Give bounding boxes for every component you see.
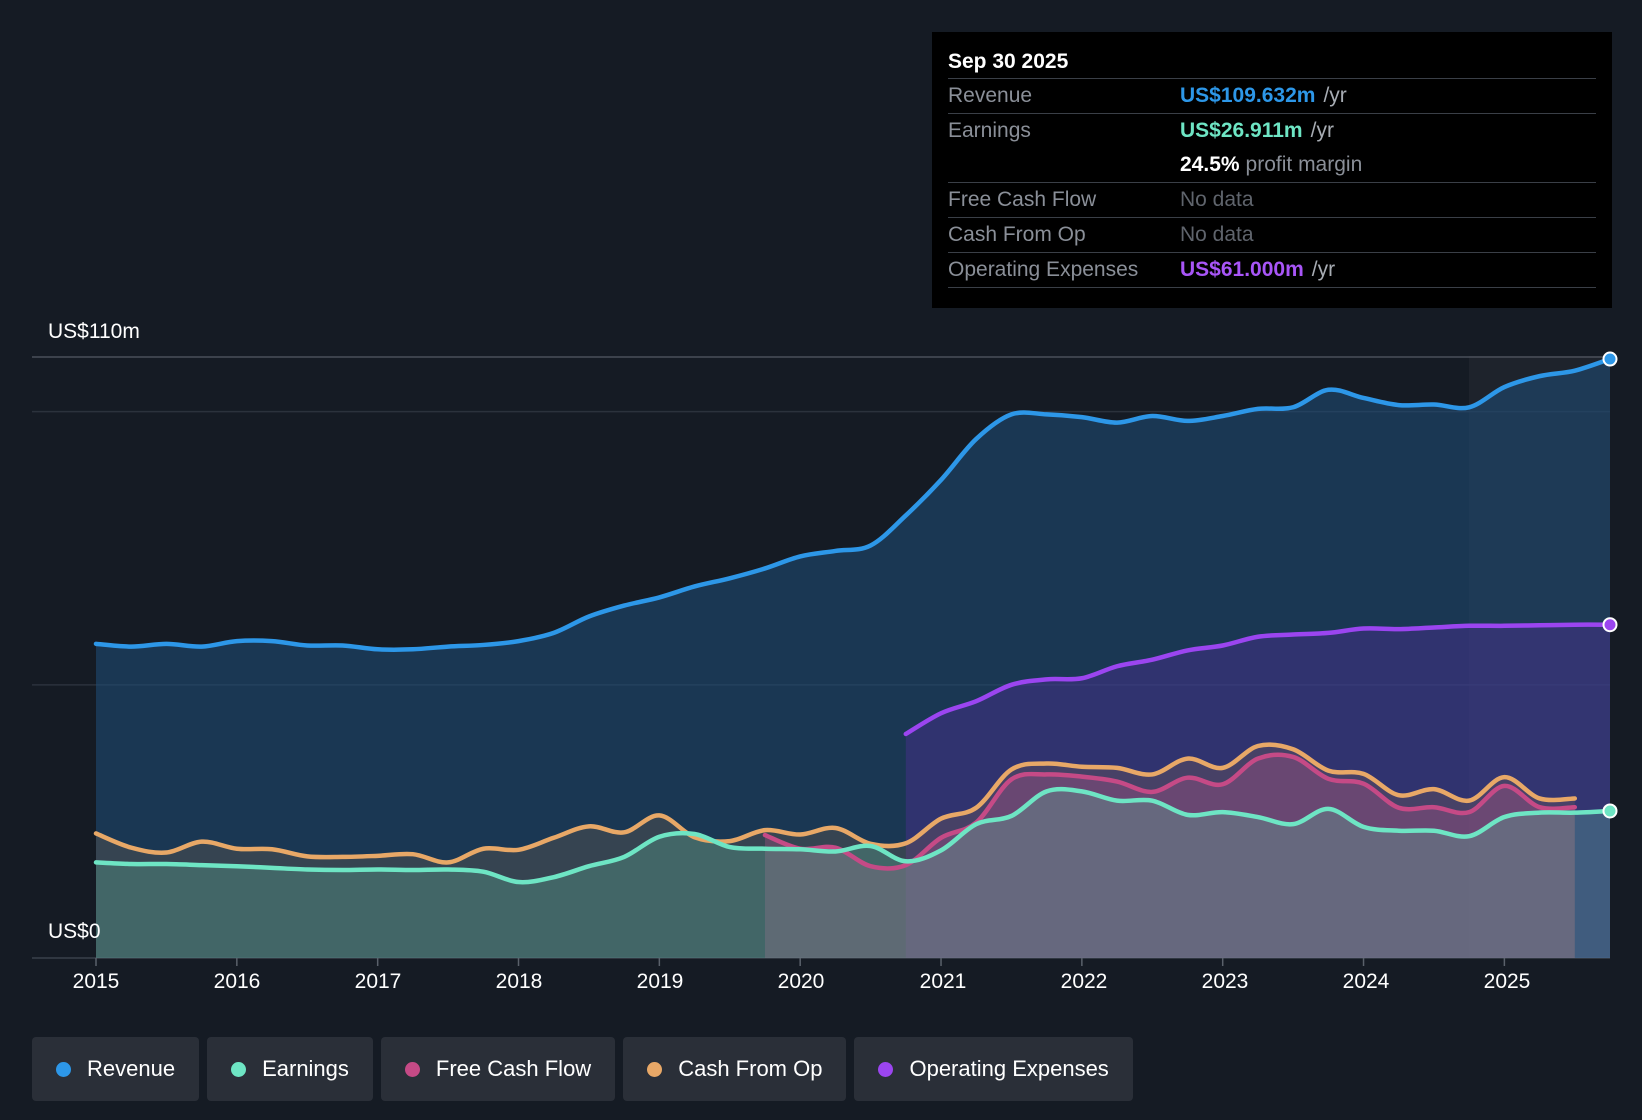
tooltip-fcf-label: Free Cash Flow xyxy=(948,188,1097,211)
tooltip-margin-value: 24.5% xyxy=(1180,153,1240,176)
tooltip-revenue-label: Revenue xyxy=(948,84,1033,107)
tooltip-earnings-label: Earnings xyxy=(948,119,1031,142)
free-cash-flow-area xyxy=(764,754,1575,958)
tooltip-revenue-row: Revenue US$109.632m /yr xyxy=(948,78,1596,113)
tooltip-margin-row: 24.5% profit margin xyxy=(948,148,1596,182)
x-tick-2018: 2018 xyxy=(495,970,543,993)
earnings-area xyxy=(96,789,1610,958)
tooltip-date: Sep 30 2025 xyxy=(948,50,1069,73)
x-tick-2022: 2022 xyxy=(1060,970,1108,993)
legend-cfo-dot-icon xyxy=(647,1061,663,1077)
y-axis-min-label: US$0 xyxy=(48,920,101,943)
revenue-end-marker[interactable] xyxy=(1602,351,1618,367)
tooltip-opex-unit: /yr xyxy=(1311,258,1336,281)
legend-opex-label: Operating Expenses xyxy=(909,1056,1109,1081)
revenue-line xyxy=(93,356,1613,652)
tooltip-cfo-value: No data xyxy=(1180,223,1254,246)
x-tick-2019: 2019 xyxy=(636,970,684,993)
tooltip-opex-row: Operating Expenses US$61.000m /yr xyxy=(948,252,1596,288)
legend-cfo-label: Cash From Op xyxy=(678,1056,823,1081)
series-end-markers xyxy=(1602,351,1618,819)
x-tick-2020: 2020 xyxy=(777,970,825,993)
legend-opex-button[interactable]: Operating Expenses xyxy=(854,1037,1133,1101)
tooltip-margin-label: profit margin xyxy=(1245,153,1363,176)
legend-cfo-button[interactable]: Cash From Op xyxy=(623,1037,847,1101)
series-areas xyxy=(96,359,1610,958)
tooltip-cfo-row: Cash From Op No data xyxy=(948,217,1596,252)
data-tooltip: Sep 30 2025 Revenue US$109.632m /yr Earn… xyxy=(932,32,1612,308)
legend-revenue-label: Revenue xyxy=(87,1056,176,1081)
legend-earnings-dot-icon xyxy=(231,1061,247,1077)
free-cash-flow-line xyxy=(762,752,1578,871)
earnings-line xyxy=(93,786,1613,885)
x-tick-2021: 2021 xyxy=(919,970,967,993)
revenue-area xyxy=(96,359,1610,958)
tooltip-earnings-row: Earnings US$26.911m /yr xyxy=(948,113,1596,148)
cash-from-op-line xyxy=(93,742,1578,865)
legend-revenue-dot-icon xyxy=(56,1061,71,1077)
legend-earnings-label: Earnings xyxy=(262,1056,349,1081)
legend-fcf-label: Free Cash Flow xyxy=(435,1056,592,1081)
operating-expenses-end-marker[interactable] xyxy=(1602,617,1618,633)
x-tick-2024: 2024 xyxy=(1342,970,1390,993)
legend-revenue-button[interactable]: Revenue xyxy=(32,1037,200,1101)
x-tick-2017: 2017 xyxy=(354,970,402,993)
tooltip-revenue-unit: /yr xyxy=(1323,84,1347,107)
tooltip-fcf-value: No data xyxy=(1180,188,1254,211)
series-lines xyxy=(93,356,1613,885)
tooltip-fcf-row: Free Cash Flow No data xyxy=(948,182,1596,217)
x-tick-2015: 2015 xyxy=(72,970,120,993)
chart-legend: Revenue Earnings Free Cash Flow Cash Fro… xyxy=(32,1037,1133,1101)
tooltip-opex-label: Operating Expenses xyxy=(948,258,1139,281)
tooltip-earnings-unit: /yr xyxy=(1310,119,1334,142)
legend-opex-dot-icon xyxy=(878,1061,894,1077)
x-tick-2016: 2016 xyxy=(213,970,261,993)
tooltip-cfo-label: Cash From Op xyxy=(948,223,1086,246)
operating-expenses-area xyxy=(905,624,1610,958)
legend-fcf-dot-icon xyxy=(404,1061,420,1077)
operating-expenses-line xyxy=(903,622,1613,737)
legend-fcf-button[interactable]: Free Cash Flow xyxy=(380,1037,616,1101)
x-tick-2025: 2025 xyxy=(1483,970,1531,993)
tooltip-revenue-value: US$109.632m xyxy=(1180,84,1316,107)
tooltip-opex-value: US$61.000m xyxy=(1180,258,1304,281)
legend-earnings-button[interactable]: Earnings xyxy=(207,1037,373,1101)
earnings-end-marker[interactable] xyxy=(1602,803,1618,819)
tooltip-earnings-value: US$26.911m xyxy=(1180,119,1303,142)
x-tick-2023: 2023 xyxy=(1201,970,1249,993)
y-axis-max-label: US$110m xyxy=(48,320,140,343)
